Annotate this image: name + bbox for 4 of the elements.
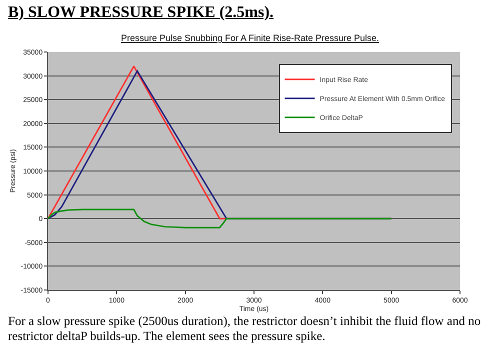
chart-title: B) SLOW PRESSURE SPIKE (2.5ms). [8,4,274,22]
chart-subtitle: Pressure Pulse Snubbing For A Finite Rise-Rate Pressure Pulse. [120,33,380,43]
line-series [48,208,392,228]
text: For a slow pressure spike (2500us duration), the restrictor doesn’t inhibit the fluid flow and no restrictor deltaP builds-up. The element sees the pressure spike. [8,314,482,344]
